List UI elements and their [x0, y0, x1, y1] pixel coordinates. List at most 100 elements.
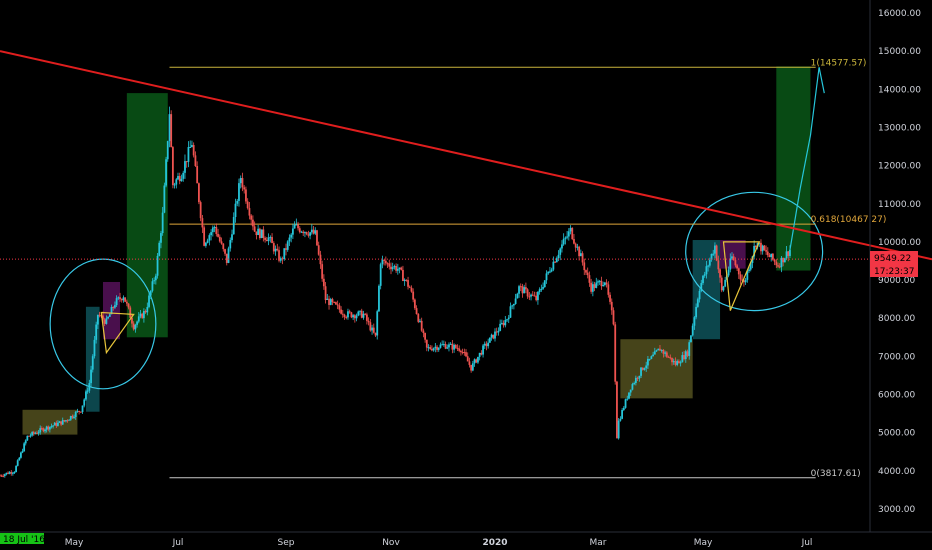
candle-body	[81, 405, 84, 413]
candle-body	[352, 315, 355, 318]
candle-body	[191, 145, 193, 147]
price-line	[789, 67, 825, 250]
candle-body	[705, 266, 708, 275]
candle-body	[383, 259, 386, 261]
candle-body	[324, 286, 327, 300]
candle-body	[420, 320, 423, 331]
candle-body	[629, 389, 632, 393]
candle-body	[586, 272, 589, 276]
candle-body	[225, 253, 228, 263]
candle-body	[40, 428, 43, 430]
candle-body	[528, 296, 531, 298]
candle-body	[86, 390, 89, 392]
start-date-tag: 18 Jul '16	[0, 533, 45, 545]
candle-body	[400, 267, 403, 270]
candle-body	[678, 361, 680, 364]
candle-body	[754, 245, 757, 247]
candle-body	[11, 472, 14, 474]
candle-body	[770, 253, 773, 258]
candle-body	[449, 343, 452, 345]
candle-body	[24, 440, 27, 444]
candle-body	[419, 320, 421, 322]
candle-body	[622, 407, 625, 411]
candle-body	[290, 234, 293, 238]
candle-body	[573, 239, 575, 244]
candle-body	[224, 249, 226, 254]
candle-body	[531, 294, 534, 296]
candle-body	[497, 330, 500, 333]
candle-body	[112, 307, 115, 309]
candle-body	[343, 314, 346, 318]
candle-body	[239, 178, 242, 184]
candle-body	[708, 259, 711, 266]
candle-body	[125, 301, 128, 304]
candle-body	[241, 178, 244, 188]
candle-body	[665, 352, 668, 357]
candle-body	[624, 399, 627, 408]
candle-body	[199, 202, 202, 219]
candle-body	[451, 343, 454, 350]
candle-body	[18, 457, 21, 461]
candle-body	[269, 237, 272, 239]
candle-body	[533, 295, 536, 297]
candle-body	[173, 184, 176, 186]
candle-body	[617, 420, 620, 439]
candle-body	[274, 248, 277, 252]
candle-body	[255, 231, 258, 236]
candle-body	[429, 347, 432, 350]
candle-body	[53, 422, 56, 426]
candle-body	[446, 347, 449, 349]
current-price-tag-bg	[870, 251, 918, 277]
candle-body	[42, 428, 45, 432]
candle-body	[65, 420, 67, 422]
candle-body	[158, 242, 161, 256]
candle-body	[16, 460, 19, 466]
candle-body	[170, 114, 173, 148]
candle-body	[753, 245, 756, 257]
candle-body	[66, 420, 69, 422]
candle-body	[676, 361, 679, 365]
candle-body	[487, 342, 490, 347]
candle-body	[60, 421, 63, 425]
candle-body	[681, 355, 684, 363]
candle-body	[305, 232, 308, 235]
candles	[0, 67, 825, 478]
candle-body	[304, 232, 306, 234]
start-date-label: 18 Jul '16	[3, 535, 45, 545]
candle-body	[521, 286, 524, 294]
candle-body	[777, 265, 779, 267]
candle-body	[525, 287, 527, 290]
candle-body	[10, 472, 13, 474]
candle-body	[783, 258, 786, 263]
candle-body	[132, 323, 135, 330]
candle-body	[645, 365, 648, 369]
candle-body	[564, 237, 567, 239]
candle-body	[374, 332, 377, 336]
candle-body	[657, 348, 660, 351]
candle-body	[175, 179, 178, 185]
candle-body	[499, 323, 502, 331]
candle-body	[523, 287, 526, 294]
candle-body	[151, 281, 154, 291]
candle-body	[23, 443, 26, 452]
candle-body	[775, 261, 778, 266]
current-price-label: 9549.22	[874, 254, 911, 264]
candle-body	[222, 243, 225, 250]
candle-body	[402, 269, 404, 282]
candle-body	[652, 354, 654, 357]
candle-body	[326, 298, 329, 300]
candle-body	[144, 311, 147, 313]
candle-body	[760, 242, 762, 252]
candle-body	[204, 242, 207, 246]
pattern-triangles	[100, 241, 761, 355]
candle-body	[208, 235, 211, 241]
candle-body	[543, 280, 546, 288]
candle-body	[102, 315, 104, 320]
candle-body	[312, 229, 315, 234]
y-tick-label: 15000.00	[878, 47, 921, 57]
candle-body	[547, 271, 550, 274]
candle-body	[471, 363, 474, 371]
candle-body	[335, 302, 337, 305]
